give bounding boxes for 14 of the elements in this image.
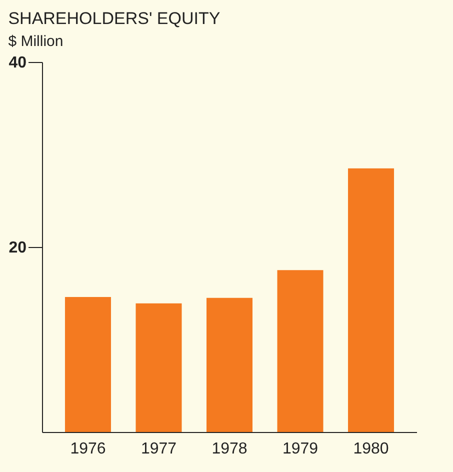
- chart-title: SHAREHOLDERS' EQUITY: [8, 9, 220, 28]
- y-axis-title: $ Million: [8, 33, 64, 50]
- bar: [348, 168, 394, 432]
- y-tick-label: 40: [8, 54, 27, 72]
- bar: [206, 298, 252, 432]
- x-tick-label: 1980: [353, 440, 389, 458]
- x-tick-label: 1978: [212, 440, 248, 458]
- x-tick-label: 1979: [282, 440, 318, 458]
- bar: [136, 303, 182, 432]
- bar: [277, 270, 324, 432]
- bar: [64, 296, 111, 432]
- x-tick-label: 1976: [70, 440, 106, 458]
- y-tick-label: 20: [8, 240, 27, 256]
- x-tick-label: 1977: [140, 440, 177, 458]
